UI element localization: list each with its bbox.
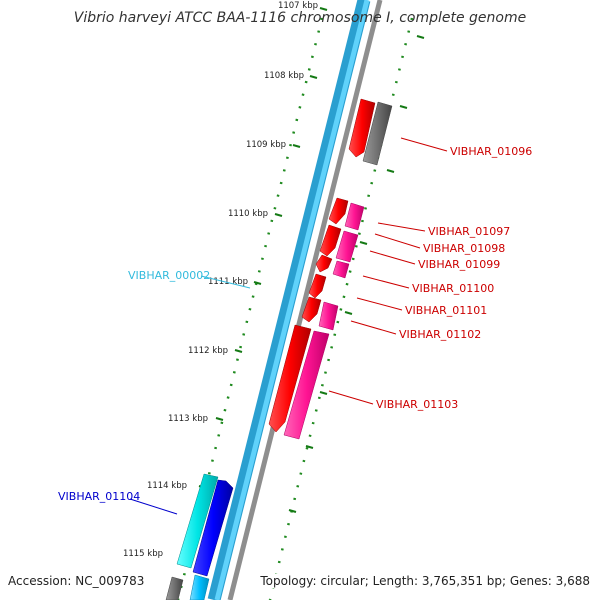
rna-vibhar-01097[interactable] xyxy=(344,202,365,231)
feature-sky-bottom[interactable] xyxy=(189,574,210,600)
feature-gray-bottom[interactable] xyxy=(165,576,184,600)
rna-vibhar-01104[interactable] xyxy=(176,473,219,569)
map-title: Vibrio harveyi ATCC BAA-1116 chromosome … xyxy=(73,10,527,26)
gene-vibhar-01096[interactable] xyxy=(348,98,376,158)
rna-vibhar-01098[interactable] xyxy=(335,230,359,263)
leader-vibhar-01096 xyxy=(400,137,448,152)
tick-right xyxy=(344,311,353,315)
guide-line-left xyxy=(176,17,324,600)
label-vibhar-01101[interactable]: VIBHAR_01101 xyxy=(405,304,487,317)
tick-1108 xyxy=(309,75,318,79)
tick-right xyxy=(319,391,328,395)
gene-vibhar-01097[interactable] xyxy=(328,197,349,225)
leader-vibhar-01100 xyxy=(362,275,410,289)
tick-right xyxy=(359,241,368,245)
backbone-edge xyxy=(227,0,383,600)
rna-vibhar-01099[interactable] xyxy=(332,260,350,279)
tick-1109 xyxy=(292,144,301,148)
label-vibhar-01104[interactable]: VIBHAR_01104 xyxy=(58,490,140,503)
tick-1107 xyxy=(319,7,328,11)
leader-vibhar-01099 xyxy=(369,250,416,265)
tick-1111 xyxy=(253,281,262,285)
tick-1113 xyxy=(215,417,224,421)
tick-right xyxy=(288,509,297,513)
label-vibhar-01096[interactable]: VIBHAR_01096 xyxy=(450,145,532,158)
kbp-label: 1113 kbp xyxy=(168,414,208,424)
tick-right xyxy=(416,35,425,39)
kbp-label: 1107 kbp xyxy=(278,1,318,11)
kbp-label: 1111 kbp xyxy=(208,277,248,287)
gene-vibhar-01104[interactable] xyxy=(192,479,234,577)
backbone-outer xyxy=(207,0,371,600)
gene-vibhar-01099[interactable] xyxy=(315,254,333,273)
leader-vibhar-00002 xyxy=(200,275,251,289)
tick-right xyxy=(386,169,395,173)
leader-vibhar-01103 xyxy=(328,390,374,405)
tick-right xyxy=(399,105,408,109)
kbp-label: 1115 kbp xyxy=(123,549,163,559)
label-vibhar-01097[interactable]: VIBHAR_01097 xyxy=(428,225,510,238)
gene-vibhar-01100[interactable] xyxy=(308,273,327,299)
genome-summary: Topology: circular; Length: 3,765,351 bp… xyxy=(260,574,590,588)
pseudogene-vibhar-01096[interactable] xyxy=(362,101,393,166)
label-vibhar-01098[interactable]: VIBHAR_01098 xyxy=(423,242,505,255)
gene-vibhar-01103[interactable] xyxy=(268,324,312,433)
label-vibhar-01099[interactable]: VIBHAR_01099 xyxy=(418,258,500,271)
backbone-inner xyxy=(214,0,370,600)
kbp-label: 1109 kbp xyxy=(246,140,286,150)
leader-vibhar-01104 xyxy=(129,498,178,515)
leader-vibhar-01102 xyxy=(350,320,397,335)
accession-label: Accession: NC_009783 xyxy=(8,574,145,588)
label-vibhar-00002[interactable]: VIBHAR_00002 xyxy=(128,269,210,282)
leader-vibhar-01097 xyxy=(377,222,426,232)
leader-vibhar-01101 xyxy=(356,297,403,311)
guide-line-right xyxy=(268,17,414,600)
label-vibhar-01103[interactable]: VIBHAR_01103 xyxy=(376,398,458,411)
rna-vibhar-01102[interactable] xyxy=(318,301,339,331)
kbp-label: 1110 kbp xyxy=(228,209,268,219)
tick-right xyxy=(305,445,314,449)
tick-1110 xyxy=(274,213,283,217)
gene-vibhar-01098[interactable] xyxy=(319,224,342,257)
tick-1112 xyxy=(234,349,243,353)
label-vibhar-01102[interactable]: VIBHAR_01102 xyxy=(399,328,481,341)
label-vibhar-01100[interactable]: VIBHAR_01100 xyxy=(412,282,494,295)
kbp-label: 1108 kbp xyxy=(264,71,304,81)
gene-vibhar-01101[interactable] xyxy=(301,296,322,323)
rna-vibhar-01103[interactable] xyxy=(283,330,330,440)
leader-vibhar-01098 xyxy=(374,233,421,249)
kbp-label: 1112 kbp xyxy=(188,346,228,356)
kbp-label: 1114 kbp xyxy=(147,481,187,491)
